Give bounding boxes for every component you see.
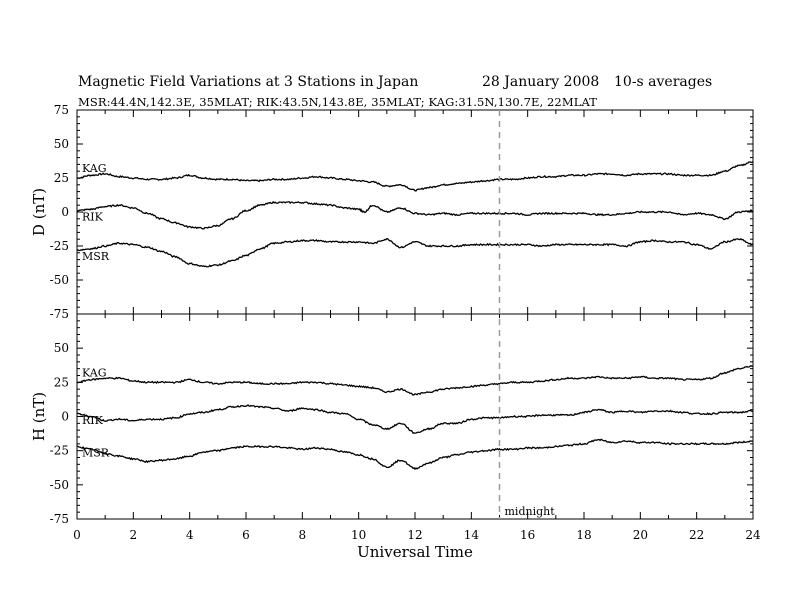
x-tick-label: 22: [689, 528, 704, 542]
y-tick-label-D: 0: [61, 205, 69, 219]
y-tick-label-H: 50: [54, 341, 69, 355]
chart-averaging: 10-s averages: [614, 74, 713, 90]
y-tick-label-D: -75: [50, 307, 69, 321]
x-tick-label: 16: [520, 528, 535, 542]
x-tick-label: 4: [186, 528, 194, 542]
y-tick-label-D: 75: [54, 103, 69, 117]
series-line-H-RIK: [76, 404, 754, 434]
series-label-H-RIK: RIK: [82, 414, 104, 427]
y-tick-label-D: 50: [54, 137, 69, 151]
panel-frame-H: [76, 313, 754, 520]
series-line-D-KAG: [76, 161, 754, 192]
series-line-H-KAG: [76, 364, 754, 396]
x-tick-label: 18: [576, 528, 591, 542]
series-label-D-KAG: KAG: [82, 162, 107, 175]
y-tick-label-D: -50: [50, 273, 69, 287]
y-tick-label-H: -25: [50, 444, 69, 458]
x-tick-label: 6: [242, 528, 250, 542]
y-tick-label-H: -75: [50, 512, 69, 526]
stations-info: MSR:44.4N,142.3E, 35MLAT; RIK:43.5N,143.…: [78, 95, 598, 109]
x-tick-label: 8: [299, 528, 307, 542]
chart-date: 28 January 2008: [482, 74, 600, 90]
x-tick-label: 20: [633, 528, 648, 542]
chart-title: Magnetic Field Variations at 3 Stations …: [78, 74, 419, 90]
y-tick-label-H: 0: [61, 410, 69, 424]
series-line-H-MSR: [76, 438, 754, 471]
y-tick-label-H: -50: [50, 478, 69, 492]
x-tick-label: 14: [464, 528, 480, 542]
series-line-D-MSR: [76, 237, 754, 268]
y-tick-label-D: 25: [54, 171, 69, 185]
x-tick-label: 24: [745, 528, 761, 542]
y-tick-label-H: 25: [54, 375, 69, 389]
x-tick-label: 0: [73, 528, 81, 542]
series-label-H-KAG: KAG: [82, 366, 107, 379]
x-axis-label: Universal Time: [357, 543, 473, 561]
series-line-D-RIK: [76, 200, 754, 230]
series-label-H-MSR: MSR: [82, 447, 110, 460]
x-tick-label: 10: [351, 528, 366, 542]
series-label-D-RIK: RIK: [82, 211, 104, 224]
x-tick-label: 2: [130, 528, 138, 542]
y-axis-label-H: H (nT): [30, 392, 48, 441]
midnight-label: midnight: [505, 505, 556, 518]
x-tick-label: 12: [407, 528, 422, 542]
y-tick-label-D: -25: [50, 239, 69, 253]
series-label-D-MSR: MSR: [82, 250, 110, 263]
y-axis-label-D: D (nT): [30, 188, 48, 236]
